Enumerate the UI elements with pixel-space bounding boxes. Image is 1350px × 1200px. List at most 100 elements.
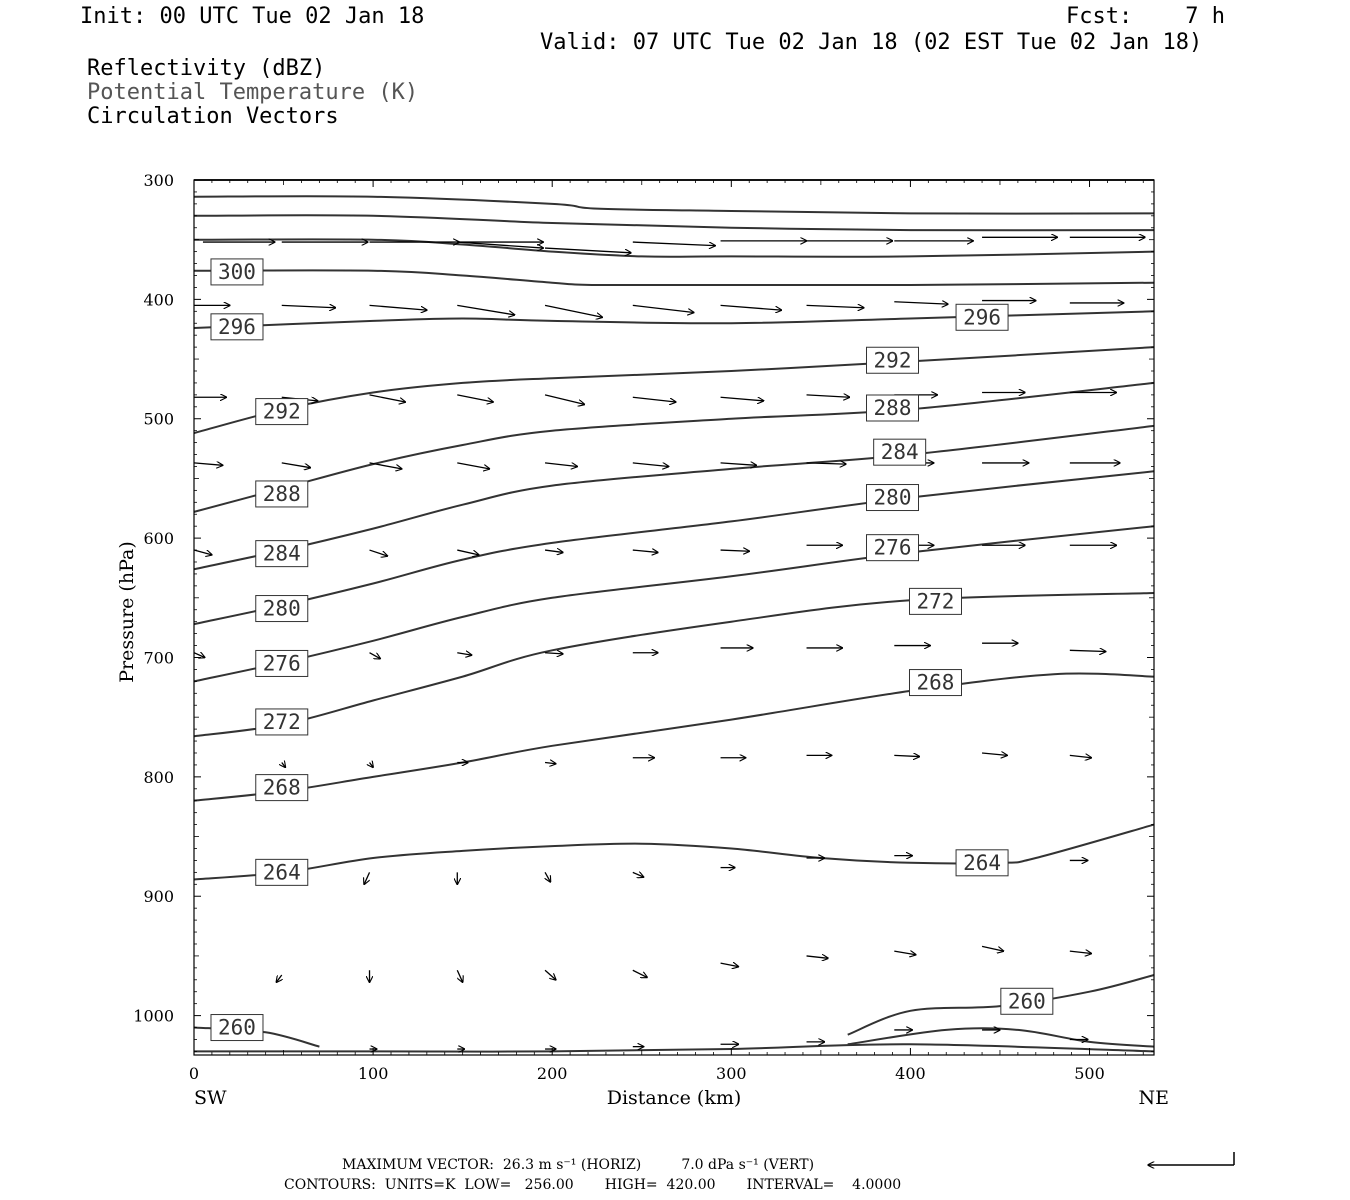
circulation-vector — [544, 304, 602, 317]
contour-label-text: 268 — [917, 671, 955, 695]
theta-contour-304-3 — [193, 238, 1155, 258]
contour-label-text: 264 — [263, 860, 301, 884]
contour-label-text: 272 — [917, 589, 955, 613]
theta-contour-284-8 — [193, 424, 1155, 571]
circulation-vector — [720, 396, 764, 401]
circulation-vector — [720, 304, 782, 310]
contour-label: 264 — [955, 849, 1009, 877]
circulation-vector — [457, 304, 514, 315]
contour-label: 272 — [255, 708, 309, 736]
x-left-label: SW — [194, 1087, 227, 1109]
circulation-vector — [545, 653, 563, 654]
circulation-vector — [369, 652, 381, 659]
contour-label: 260 — [1000, 987, 1054, 1015]
theta-contour-304-1 — [193, 195, 1155, 215]
contour-label: 284 — [255, 540, 309, 568]
theta-contour-272-11 — [193, 592, 1155, 738]
contour-label-box — [866, 394, 920, 422]
contour-label-box — [866, 346, 920, 374]
contour-label-text: 268 — [263, 776, 301, 800]
contour-label-box — [873, 438, 927, 466]
contour-label-box — [255, 774, 309, 802]
circulation-vector — [894, 755, 919, 756]
contour-label-text: 280 — [874, 486, 912, 510]
circulation-vector — [193, 463, 223, 465]
contour-label: 300 — [210, 258, 264, 286]
theta-contour-288-7 — [193, 381, 1155, 513]
contour-label-box — [955, 849, 1009, 877]
theta-contour-260-15 — [847, 974, 1155, 1036]
theta-contour-260-16 — [847, 1027, 1155, 1048]
contour-label: 296 — [210, 313, 264, 341]
legend-potential-temperature: Potential Temperature (K) — [87, 80, 419, 105]
plot-frame — [193, 179, 1155, 1056]
y-tick-label: 800 — [143, 768, 174, 787]
circulation-vector — [545, 247, 631, 253]
circulation-vector — [544, 969, 556, 980]
y-tick-label: 900 — [143, 887, 174, 906]
contour-labels: 300 296 296 292 292 288 288 284 284 280 280 276 276 2… — [210, 258, 1054, 1042]
contour-label-text: 284 — [263, 542, 301, 566]
valid-time: Valid: 07 UTC Tue 02 Jan 18 (02 EST Tue … — [540, 30, 1203, 55]
theta-contour-260-14 — [193, 1026, 320, 1048]
axis-ticks: 0 100 200 300 400 500 300 400 500 600 700 800 900 100… — [133, 171, 1154, 1083]
contour-label-text: 276 — [874, 536, 912, 560]
circulation-vector — [369, 394, 406, 402]
contour-label: 272 — [908, 587, 962, 615]
circulation-vector — [457, 241, 543, 248]
circulation-vector — [544, 462, 577, 467]
circulation-vector — [369, 462, 402, 469]
circulation-vector — [281, 462, 311, 468]
x-tick-label: 100 — [358, 1064, 389, 1083]
circulation-vector — [806, 463, 846, 464]
x-tick-label: 400 — [895, 1064, 926, 1083]
circulation-vector — [457, 653, 471, 655]
contour-label: 268 — [255, 774, 309, 802]
x-axis-label: Distance (km) — [607, 1087, 742, 1109]
contour-label: 284 — [873, 438, 927, 466]
x-tick-label: 0 — [189, 1064, 199, 1083]
contour-label: 280 — [866, 484, 920, 512]
contour-label-text: 272 — [263, 710, 301, 734]
circulation-vector — [632, 241, 715, 246]
theta-contour-surface-17 — [194, 1043, 1155, 1053]
contour-label-box — [908, 587, 962, 615]
contour-label-box — [210, 313, 264, 341]
contour-label: 292 — [255, 398, 309, 426]
contour-label-text: 292 — [263, 400, 301, 424]
circulation-vector — [369, 549, 388, 556]
circulation-vector — [456, 969, 462, 982]
contour-label-text: 264 — [963, 851, 1001, 875]
contour-label-box — [955, 303, 1009, 331]
circulation-vector — [894, 302, 948, 304]
x-tick-label: 300 — [716, 1064, 747, 1083]
circulation-vector — [457, 462, 489, 469]
contour-label: 260 — [210, 1014, 264, 1042]
y-tick-label: 600 — [143, 529, 174, 548]
circulation-vector — [632, 462, 669, 467]
init-time: Init: 00 UTC Tue 02 Jan 18 — [80, 4, 425, 29]
contour-label-box — [1000, 987, 1054, 1015]
y-tick-label: 500 — [143, 410, 174, 429]
contour-label-text: 260 — [218, 1016, 256, 1040]
contour-label-text: 280 — [263, 597, 301, 621]
contour-label-box — [255, 398, 309, 426]
circulation-vector — [632, 396, 676, 402]
contour-label-box — [210, 1014, 264, 1042]
circulation-vector — [894, 951, 915, 955]
contours-info-text: CONTOURS: UNITS=K LOW= 256.00 HIGH= 420.… — [284, 1177, 902, 1193]
theta-contour-304-2 — [193, 214, 1155, 232]
contour-label-box — [255, 480, 309, 508]
legend-reflectivity: Reflectivity (dBZ) — [87, 56, 326, 81]
y-tick-label: 400 — [143, 290, 174, 309]
contour-label: 268 — [908, 669, 962, 697]
circulation-vector — [369, 304, 427, 310]
y-tick-label: 1000 — [133, 1007, 174, 1026]
circulation-vector — [364, 872, 371, 884]
contour-label: 288 — [866, 394, 920, 422]
contour-label-text: 300 — [218, 260, 256, 284]
contour-label-text: 284 — [881, 440, 919, 464]
circulation-vector — [720, 550, 750, 551]
theta-contour-296-5 — [193, 310, 1155, 329]
